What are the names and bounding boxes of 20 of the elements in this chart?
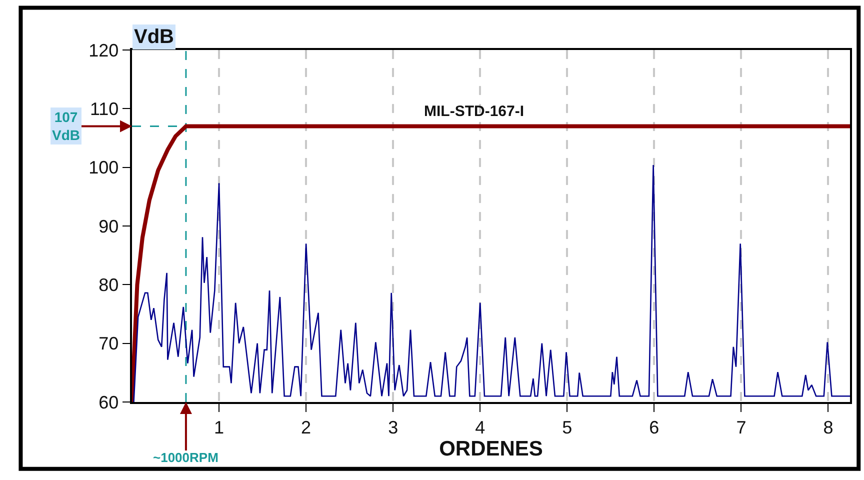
y-tick-label: 110 xyxy=(90,98,119,119)
x-tick-label: 5 xyxy=(562,417,572,438)
x-tick-label: 4 xyxy=(475,417,486,438)
y-axis-title: VdB xyxy=(134,26,174,48)
x-tick-label: 3 xyxy=(388,417,398,438)
ref-line-label: 107 VdB xyxy=(52,109,80,144)
series-label: MIL-STD-167-I xyxy=(424,103,524,120)
y-tick-label: 100 xyxy=(88,158,119,178)
x-tick-label: 2 xyxy=(301,417,312,438)
x-axis-title: ORDENES xyxy=(439,437,543,460)
x-tick-label: 7 xyxy=(736,417,746,438)
y-tick-label: 60 xyxy=(98,392,119,412)
y-tick-label: 70 xyxy=(98,334,119,354)
ref-line-label: ~1000RPM xyxy=(153,450,218,465)
x-tick-label: 8 xyxy=(823,417,834,438)
x-tick-label: 1 xyxy=(214,417,224,438)
y-tick-label: 80 xyxy=(98,274,119,295)
y-tick-label: 90 xyxy=(98,216,119,236)
y-tick-label: 120 xyxy=(88,40,119,60)
x-tick-label: 6 xyxy=(649,417,660,438)
